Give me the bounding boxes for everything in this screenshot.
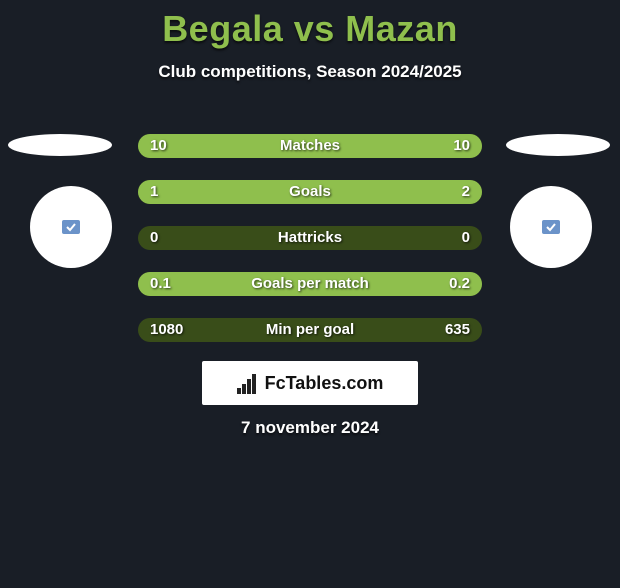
stat-label: Goals per match — [138, 272, 482, 296]
player-right-badge — [510, 186, 592, 268]
stat-label: Min per goal — [138, 318, 482, 342]
stat-row: 1Goals2 — [138, 180, 482, 204]
flag-right-icon — [542, 220, 560, 234]
stat-value-right: 10 — [453, 134, 470, 158]
stat-value-right: 0 — [462, 226, 470, 250]
subtitle: Club competitions, Season 2024/2025 — [0, 62, 620, 82]
stat-value-right: 635 — [445, 318, 470, 342]
site-logo: FcTables.com — [202, 361, 418, 405]
stats-container: 10Matches10 1Goals2 0Hattricks0 0.1Goals pe… — [138, 134, 482, 364]
stat-row: 0Hattricks0 — [138, 226, 482, 250]
date-label: 7 november 2024 — [0, 418, 620, 438]
stat-row: 1080Min per goal635 — [138, 318, 482, 342]
page-title: Begala vs Mazan — [0, 8, 620, 50]
chart-icon — [237, 372, 259, 394]
player-left-ellipse — [8, 134, 112, 156]
player-left-badge — [30, 186, 112, 268]
site-logo-text: FcTables.com — [265, 373, 384, 394]
stat-label: Goals — [138, 180, 482, 204]
player-right-ellipse — [506, 134, 610, 156]
flag-left-icon — [62, 220, 80, 234]
stat-value-right: 0.2 — [449, 272, 470, 296]
stat-value-right: 2 — [462, 180, 470, 204]
stat-row: 10Matches10 — [138, 134, 482, 158]
stat-label: Hattricks — [138, 226, 482, 250]
stat-label: Matches — [138, 134, 482, 158]
stat-row: 0.1Goals per match0.2 — [138, 272, 482, 296]
